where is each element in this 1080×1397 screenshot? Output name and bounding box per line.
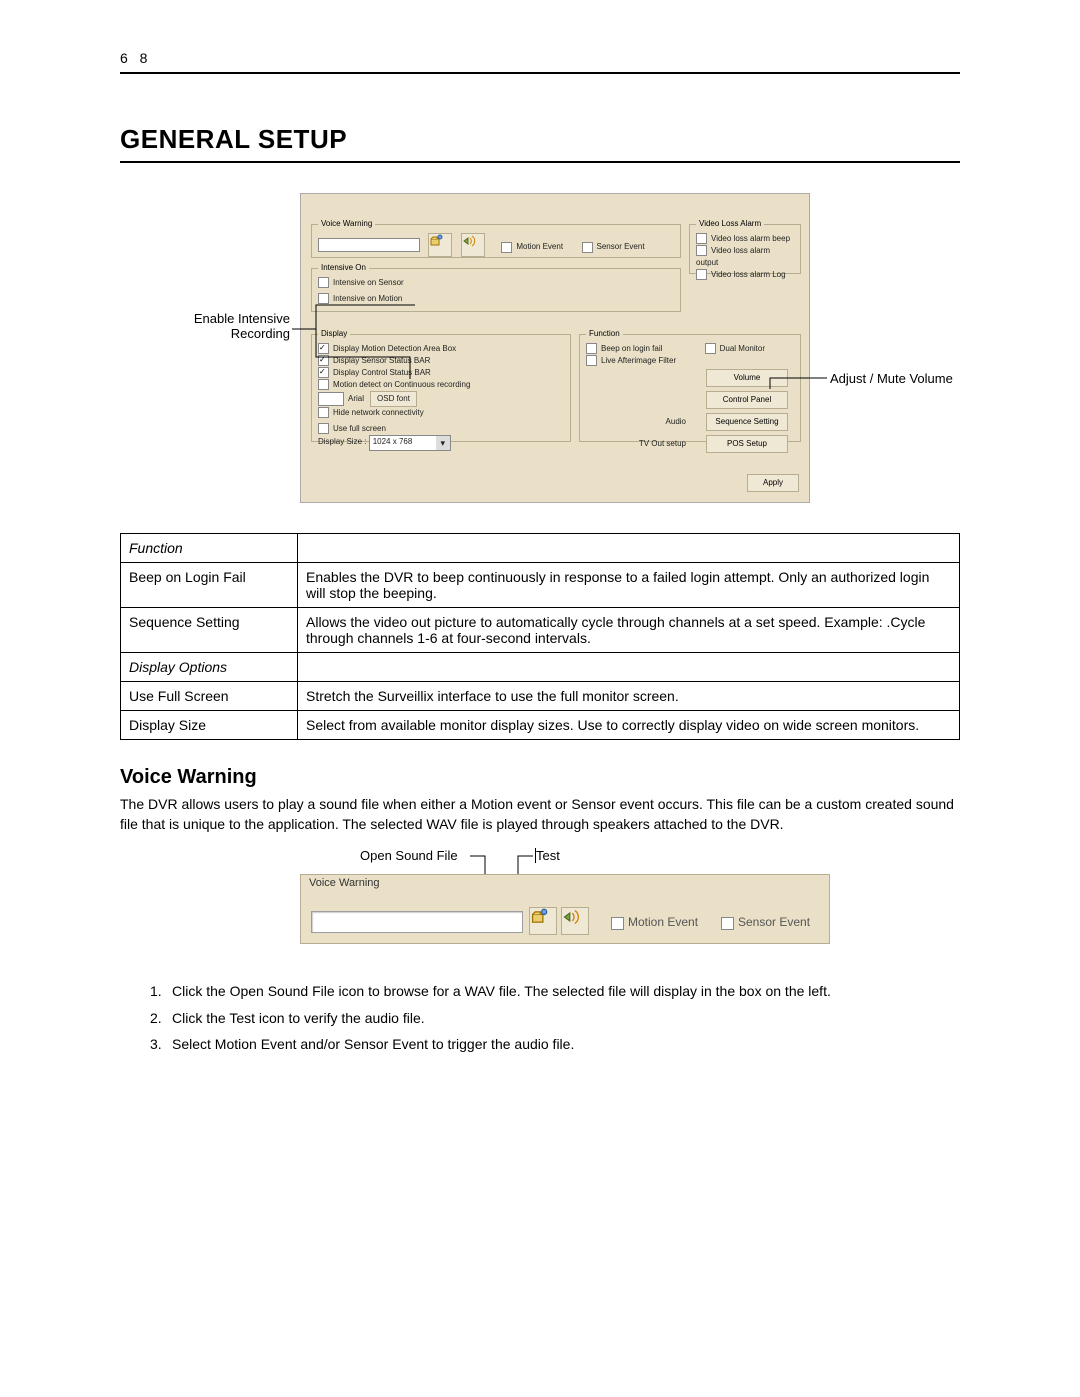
callout-volume: Adjust / Mute Volume bbox=[830, 371, 953, 386]
callout-open: Open Sound File bbox=[360, 848, 458, 863]
table-key: Sequence Setting bbox=[121, 608, 298, 653]
table-value: Stretch the Surveillix interface to use … bbox=[298, 682, 960, 711]
table-value: Enables the DVR to beep continuously in … bbox=[298, 563, 960, 608]
motion-event-checkbox[interactable] bbox=[611, 917, 624, 930]
label: Display Control Status BAR bbox=[333, 368, 431, 377]
test-sound-icon[interactable] bbox=[561, 907, 589, 935]
step-item: 3.Select Motion Event and/or Sensor Even… bbox=[150, 1031, 960, 1058]
fieldset-legend: Voice Warning bbox=[318, 219, 375, 228]
intensive-fieldset: Intensive On Intensive on Sensor Intensi… bbox=[311, 268, 681, 312]
label: Motion detect on Continuous recording bbox=[333, 380, 470, 389]
label: Video loss alarm output bbox=[696, 246, 770, 267]
table-key: Display Size bbox=[121, 711, 298, 740]
label: Dual Monitor bbox=[720, 344, 765, 353]
general-setup-dialog: Voice Warning Motion Event Sensor Event … bbox=[300, 193, 810, 503]
sensor-event-checkbox[interactable] bbox=[721, 917, 734, 930]
step-item: 2.Click the Test icon to verify the audi… bbox=[150, 1005, 960, 1032]
volume-button[interactable]: Volume bbox=[706, 369, 788, 387]
sound-path-input[interactable] bbox=[311, 911, 523, 933]
sound-path-input[interactable] bbox=[318, 238, 420, 252]
table-value bbox=[298, 534, 960, 563]
pos-setup-button[interactable]: POS Setup bbox=[706, 435, 788, 453]
sequence-setting-button[interactable]: Sequence Setting bbox=[706, 413, 788, 431]
vloss-beep-checkbox[interactable] bbox=[696, 233, 707, 244]
callout-intensive: Enable Intensive Recording bbox=[160, 311, 290, 341]
vloss-log-checkbox[interactable] bbox=[696, 269, 707, 280]
label: Live Afterimage Filter bbox=[601, 356, 676, 365]
label: Use full screen bbox=[333, 424, 386, 433]
page-title: GENERAL SETUP bbox=[120, 124, 960, 155]
label: Display Size : bbox=[318, 437, 366, 446]
label: Motion Event bbox=[628, 915, 698, 929]
open-sound-icon[interactable] bbox=[529, 907, 557, 935]
video-loss-fieldset: Video Loss Alarm Video loss alarm beep V… bbox=[689, 224, 801, 274]
font-name: Arial bbox=[348, 394, 364, 403]
label: Sensor Event bbox=[597, 242, 645, 251]
fieldset-legend: Function bbox=[586, 329, 623, 338]
table-key: Display Options bbox=[121, 653, 298, 682]
beep-login-checkbox[interactable] bbox=[586, 343, 597, 354]
fieldset-legend: Display bbox=[318, 329, 350, 338]
options-table: FunctionBeep on Login FailEnables the DV… bbox=[120, 533, 960, 740]
display-size-select[interactable]: 1024 x 768▾ bbox=[369, 435, 451, 451]
page-number: 6 8 bbox=[120, 50, 960, 66]
font-name-box bbox=[318, 392, 344, 406]
label: Motion Event bbox=[516, 242, 563, 251]
divider bbox=[120, 161, 960, 163]
table-value: Select from available monitor display si… bbox=[298, 711, 960, 740]
test-sound-icon[interactable] bbox=[461, 233, 485, 257]
disp-motion-checkbox[interactable] bbox=[318, 343, 329, 354]
label: TV Out setup bbox=[639, 439, 686, 448]
label: Audio bbox=[666, 417, 686, 426]
fieldset-legend: Intensive On bbox=[318, 263, 369, 272]
step-item: 1.Click the Open Sound File icon to brow… bbox=[150, 978, 960, 1005]
label: Sensor Event bbox=[738, 915, 810, 929]
table-key: Function bbox=[121, 534, 298, 563]
control-panel-button[interactable]: Control Panel bbox=[706, 391, 788, 409]
intensive-motion-checkbox[interactable] bbox=[318, 293, 329, 304]
label: Hide network connectivity bbox=[333, 408, 424, 417]
voice-warning-panel: Voice Warning Motion Event Sensor Event bbox=[300, 874, 830, 944]
label: Video loss alarm Log bbox=[711, 270, 786, 279]
fieldset-legend: Video Loss Alarm bbox=[696, 219, 764, 228]
disp-sensor-checkbox[interactable] bbox=[318, 355, 329, 366]
osd-font-button[interactable]: OSD font bbox=[370, 391, 417, 407]
vloss-output-checkbox[interactable] bbox=[696, 245, 707, 256]
afterimage-checkbox[interactable] bbox=[586, 355, 597, 366]
function-fieldset: Function Beep on login fail Dual Monitor… bbox=[579, 334, 801, 442]
label: Intensive on Sensor bbox=[333, 278, 404, 287]
label: Intensive on Motion bbox=[333, 294, 402, 303]
sensor-event-checkbox[interactable] bbox=[582, 242, 593, 253]
voice-warning-figure: Open Sound File Test Voice Warning Motio… bbox=[300, 848, 830, 958]
intensive-sensor-checkbox[interactable] bbox=[318, 277, 329, 288]
label: Display Sensor Status BAR bbox=[333, 356, 430, 365]
voice-warning-heading: Voice Warning bbox=[120, 766, 960, 789]
dual-monitor-checkbox[interactable] bbox=[705, 343, 716, 354]
display-fieldset: Display Display Motion Detection Area Bo… bbox=[311, 334, 571, 442]
table-value: Allows the video out picture to automati… bbox=[298, 608, 960, 653]
voice-warning-para: The DVR allows users to play a sound fil… bbox=[120, 795, 960, 834]
table-value bbox=[298, 653, 960, 682]
apply-button[interactable]: Apply bbox=[747, 474, 799, 492]
voice-warning-fieldset: Voice Warning Motion Event Sensor Event bbox=[311, 224, 681, 258]
label: Beep on login fail bbox=[601, 344, 662, 353]
disp-motcont-checkbox[interactable] bbox=[318, 379, 329, 390]
label: Display Motion Detection Area Box bbox=[333, 344, 456, 353]
screenshot-figure: Enable Intensive Recording Adjust / Mute… bbox=[120, 193, 960, 523]
motion-event-checkbox[interactable] bbox=[501, 242, 512, 253]
table-key: Use Full Screen bbox=[121, 682, 298, 711]
fieldset-legend: Voice Warning bbox=[309, 877, 380, 889]
disp-control-checkbox[interactable] bbox=[318, 367, 329, 378]
table-key: Beep on Login Fail bbox=[121, 563, 298, 608]
open-sound-icon[interactable] bbox=[428, 233, 452, 257]
callout-test: Test bbox=[535, 848, 560, 863]
steps-list: 1.Click the Open Sound File icon to brow… bbox=[150, 978, 960, 1058]
divider bbox=[120, 72, 960, 74]
hide-network-checkbox[interactable] bbox=[318, 407, 329, 418]
label: Video loss alarm beep bbox=[711, 234, 790, 243]
fullscreen-checkbox[interactable] bbox=[318, 423, 329, 434]
